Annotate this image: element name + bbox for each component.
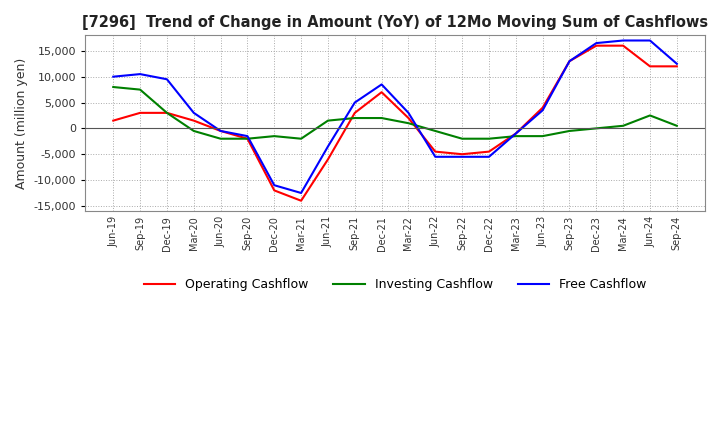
Investing Cashflow	[109, 84, 117, 90]
Investing Cashflow	[404, 121, 413, 126]
Free Cashflow	[431, 154, 440, 159]
Legend: Operating Cashflow, Investing Cashflow, Free Cashflow: Operating Cashflow, Investing Cashflow, …	[139, 273, 652, 296]
Operating Cashflow	[592, 43, 600, 48]
Free Cashflow	[243, 133, 252, 139]
Operating Cashflow	[163, 110, 171, 116]
Line: Free Cashflow: Free Cashflow	[113, 40, 677, 193]
Free Cashflow	[565, 59, 574, 64]
Free Cashflow	[109, 74, 117, 79]
Operating Cashflow	[485, 149, 493, 154]
Investing Cashflow	[270, 133, 279, 139]
Operating Cashflow	[243, 136, 252, 141]
Operating Cashflow	[539, 105, 547, 110]
Operating Cashflow	[270, 188, 279, 193]
Operating Cashflow	[189, 118, 198, 123]
Operating Cashflow	[646, 64, 654, 69]
Operating Cashflow	[618, 43, 627, 48]
Investing Cashflow	[458, 136, 467, 141]
Operating Cashflow	[351, 110, 359, 116]
Line: Investing Cashflow: Investing Cashflow	[113, 87, 677, 139]
Investing Cashflow	[377, 115, 386, 121]
Free Cashflow	[672, 61, 681, 66]
Investing Cashflow	[323, 118, 332, 123]
Free Cashflow	[458, 154, 467, 159]
Operating Cashflow	[511, 131, 520, 136]
Operating Cashflow	[565, 59, 574, 64]
Free Cashflow	[189, 110, 198, 116]
Free Cashflow	[163, 77, 171, 82]
Investing Cashflow	[136, 87, 145, 92]
Operating Cashflow	[323, 157, 332, 162]
Operating Cashflow	[458, 151, 467, 157]
Investing Cashflow	[646, 113, 654, 118]
Investing Cashflow	[243, 136, 252, 141]
Investing Cashflow	[189, 128, 198, 134]
Operating Cashflow	[297, 198, 305, 203]
Investing Cashflow	[351, 115, 359, 121]
Free Cashflow	[297, 191, 305, 196]
Free Cashflow	[216, 128, 225, 134]
Free Cashflow	[351, 100, 359, 105]
Operating Cashflow	[404, 115, 413, 121]
Free Cashflow	[646, 38, 654, 43]
Free Cashflow	[592, 40, 600, 46]
Operating Cashflow	[109, 118, 117, 123]
Free Cashflow	[511, 131, 520, 136]
Line: Operating Cashflow: Operating Cashflow	[113, 46, 677, 201]
Investing Cashflow	[511, 133, 520, 139]
Free Cashflow	[539, 108, 547, 113]
Investing Cashflow	[618, 123, 627, 128]
Investing Cashflow	[539, 133, 547, 139]
Investing Cashflow	[592, 126, 600, 131]
Operating Cashflow	[216, 128, 225, 134]
Operating Cashflow	[377, 90, 386, 95]
Title: [7296]  Trend of Change in Amount (YoY) of 12Mo Moving Sum of Cashflows: [7296] Trend of Change in Amount (YoY) o…	[82, 15, 708, 30]
Free Cashflow	[323, 144, 332, 149]
Free Cashflow	[404, 110, 413, 116]
Free Cashflow	[136, 71, 145, 77]
Operating Cashflow	[431, 149, 440, 154]
Free Cashflow	[270, 183, 279, 188]
Free Cashflow	[618, 38, 627, 43]
Y-axis label: Amount (million yen): Amount (million yen)	[15, 58, 28, 189]
Operating Cashflow	[672, 64, 681, 69]
Free Cashflow	[377, 82, 386, 87]
Investing Cashflow	[297, 136, 305, 141]
Investing Cashflow	[565, 128, 574, 134]
Operating Cashflow	[136, 110, 145, 116]
Investing Cashflow	[216, 136, 225, 141]
Investing Cashflow	[485, 136, 493, 141]
Free Cashflow	[485, 154, 493, 159]
Investing Cashflow	[672, 123, 681, 128]
Investing Cashflow	[431, 128, 440, 134]
Investing Cashflow	[163, 110, 171, 116]
